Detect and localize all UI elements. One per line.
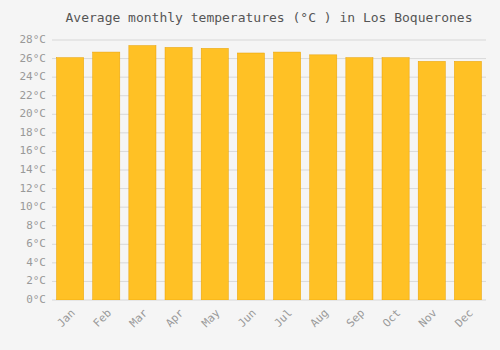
x-tick-label: Jul [272,307,295,330]
x-tick-label: Dec [452,307,475,330]
y-tick-label: 2°C [26,274,46,287]
x-tick-label: Jun [235,307,258,330]
y-tick-label: 28°C [20,33,47,46]
y-grid [52,40,486,300]
y-tick-label: 12°C [20,182,47,195]
bar [57,58,84,300]
chart-title: Average monthly temperatures (°C ) in Lo… [66,10,473,25]
y-tick-label: 18°C [20,126,47,139]
x-tick-label: May [199,306,223,330]
y-tick-label: 26°C [20,52,47,65]
bar [454,61,481,300]
x-tick-label: Mar [127,306,151,330]
y-tick-label: 20°C [20,107,47,120]
bar [310,55,337,300]
bar [129,46,156,300]
bar [201,48,228,300]
y-tick-label: 6°C [26,237,46,250]
chart-container: 0°C 2°C 4°C 6°C 8°C 10°C 12°C 14°C 16°C 18°C 20°C 2… [0,0,500,350]
y-tick-label: 16°C [20,144,47,157]
y-tick-label: 22°C [20,89,47,102]
y-tick-label: 24°C [20,70,47,83]
y-tick-label: 0°C [26,293,46,306]
x-tick-label: Nov [416,306,440,330]
y-tick-label: 8°C [26,219,46,232]
bar [346,58,373,300]
x-tick-label: Sep [344,307,367,330]
bar [93,52,120,300]
grid-line [52,40,486,41]
y-tick-label: 14°C [20,163,47,176]
y-tick-label: 4°C [26,256,46,269]
x-tick-label: Jan [55,307,78,330]
bar [418,61,445,300]
y-tick-label: 10°C [20,200,47,213]
chart-svg: 0°C 2°C 4°C 6°C 8°C 10°C 12°C 14°C 16°C 18°C 20°C 2… [0,0,500,350]
x-tick-label: Feb [91,307,114,330]
x-tick-label: Aug [308,307,331,330]
x-tick-label: Oct [380,307,403,330]
bar [237,53,264,300]
bar [274,52,301,300]
bar [165,47,192,300]
x-tick-label: Apr [163,306,187,330]
bar [382,58,409,300]
bars [57,46,482,300]
background [0,0,500,350]
